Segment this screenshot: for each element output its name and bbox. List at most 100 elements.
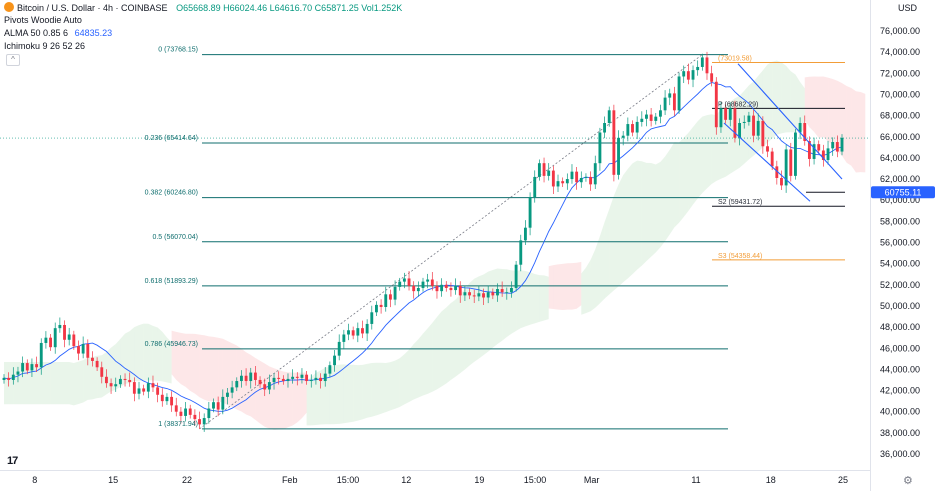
gear-icon[interactable]: ⚙: [903, 475, 913, 487]
candle-body: [565, 179, 569, 184]
candle-body: [826, 148, 830, 161]
cloud-segment: [236, 345, 242, 412]
price-tag: 60755.11: [871, 186, 935, 199]
candle-body: [49, 337, 52, 348]
cloud-segment: [371, 362, 377, 417]
price-tag-label: 60755.11: [885, 188, 922, 198]
cloud-segment: [590, 249, 596, 312]
cloud-segment: [544, 275, 549, 321]
cloud-segment: [409, 344, 414, 402]
candle-body: [333, 355, 336, 366]
candle-body: [752, 115, 755, 136]
cloud-segment: [353, 364, 358, 422]
price-tick-label: 44,000.00: [880, 364, 920, 374]
cloud-segment: [241, 348, 247, 415]
indicator-pivots[interactable]: Pivots Woodie Auto: [4, 15, 82, 26]
candle-body: [365, 323, 369, 334]
candle-body: [440, 284, 444, 292]
cloud-segment: [343, 364, 349, 424]
candle-body: [249, 372, 253, 382]
candle-body: [589, 176, 593, 185]
indicator-ichimoku[interactable]: Ichimoku 9 26 52 26: [4, 41, 85, 52]
candle-body: [351, 330, 355, 336]
candle-body: [794, 132, 797, 176]
cloud-segment: [213, 336, 219, 402]
cloud-segment: [222, 338, 228, 406]
candle-body: [35, 364, 39, 368]
candle-body: [537, 163, 541, 177]
cloud-segment: [436, 311, 442, 390]
candle-body: [821, 150, 825, 161]
price-tick-label: 50,000.00: [880, 301, 920, 311]
cloud-segment: [143, 323, 149, 381]
candle-body: [807, 140, 811, 159]
cloud-segment: [786, 65, 791, 133]
cloud-segment: [790, 71, 796, 133]
cloud-segment: [427, 322, 433, 394]
cloud-segment: [250, 354, 256, 420]
candle-body: [86, 344, 90, 358]
cloud-segment: [613, 184, 619, 291]
candle-body: [142, 388, 146, 392]
cloud-segment: [362, 363, 368, 420]
symbol-title: Bitcoin / U.S. Dollar · 4h · COINBASE: [17, 3, 168, 13]
tradingview-logo[interactable]: 17: [7, 455, 18, 467]
price-axis[interactable]: 36,000.00 38,000.00 40,000.00 42,000.00 44,0…: [880, 26, 920, 459]
cloud-segment: [725, 101, 731, 177]
indicator-alma[interactable]: ALMA 50 0.85 6 64835.23: [4, 28, 112, 39]
time-tick-label: 12: [401, 475, 411, 485]
candle-body: [337, 341, 341, 356]
time-axis[interactable]: 8 15 22 Feb 15:00 12 19 15:00 Mar 11 18 25: [32, 475, 848, 485]
candle-body: [430, 279, 434, 286]
cloud-segment: [846, 86, 852, 166]
candle-body: [784, 149, 788, 186]
candle-body: [454, 285, 458, 291]
descending-channel[interactable]: [723, 63, 843, 202]
candle-body: [342, 334, 346, 342]
cloud-segment: [450, 299, 456, 380]
symbol-header[interactable]: Bitcoin / U.S. Dollar · 4h · COINBASE O6…: [4, 2, 402, 14]
cloud-segment: [367, 362, 372, 418]
candle-body: [421, 281, 425, 288]
candle-body: [747, 115, 751, 122]
cloud-segment: [334, 364, 340, 425]
fib-trendline: [0, 54, 870, 430]
candle-body: [477, 293, 481, 297]
candle-body: [556, 181, 560, 187]
cloud-segment: [455, 294, 461, 377]
cloud-segment: [446, 303, 451, 384]
candle-body: [379, 304, 383, 308]
candle-body: [91, 357, 94, 361]
cloud-segment: [283, 371, 288, 430]
candle-body: [370, 312, 374, 324]
fib-label-0.236: 0.236 (65414.64): [145, 135, 198, 142]
collapse-legend-button[interactable]: ^: [6, 54, 20, 66]
cloud-segment: [585, 259, 591, 314]
cloud-segment: [157, 327, 163, 382]
candle-body: [212, 402, 215, 409]
cloud-segment: [199, 334, 205, 400]
cloud-segment: [381, 362, 386, 414]
candle-body: [235, 381, 239, 388]
candles: [2, 51, 844, 432]
cloud-segment: [208, 336, 214, 402]
candle-body: [547, 170, 551, 176]
cloud-segment: [41, 361, 46, 405]
pivot-label-R1: (73019.58): [718, 56, 752, 63]
candle-body: [817, 144, 821, 151]
candle-body: [179, 411, 183, 416]
candle-body: [528, 197, 532, 228]
cloud-segment: [660, 156, 666, 248]
currency-label[interactable]: USD: [897, 3, 917, 13]
candle-body: [118, 378, 122, 385]
candle-body: [305, 374, 309, 382]
candle-body: [780, 177, 783, 186]
candle-body: [184, 408, 188, 416]
time-tick-label: 22: [182, 475, 192, 485]
cloud-segment: [632, 160, 638, 275]
cloud-segment: [488, 269, 493, 352]
candle-body: [607, 110, 611, 124]
price-axis-panel[interactable]: [870, 0, 937, 491]
cloud-segment: [651, 162, 656, 257]
